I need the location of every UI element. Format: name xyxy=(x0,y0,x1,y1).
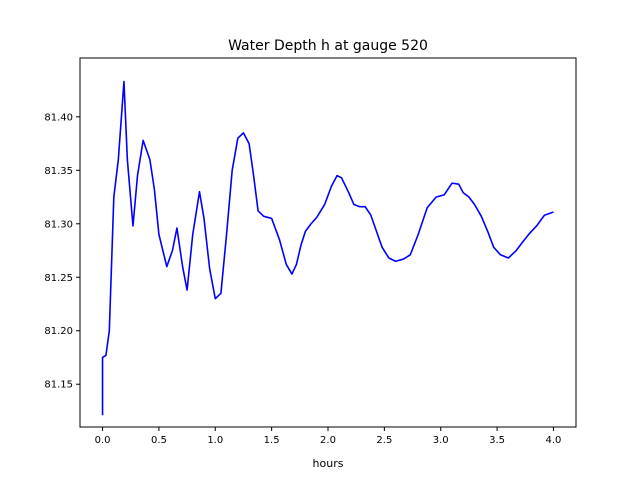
x-tick-label: 2.5 xyxy=(376,435,392,446)
x-tick-label: 3.5 xyxy=(489,435,505,446)
chart-title: Water Depth h at gauge 520 xyxy=(228,38,428,54)
x-axis-title: hours xyxy=(313,457,344,470)
x-tick-label: 4.0 xyxy=(546,435,562,446)
x-tick-label: 1.0 xyxy=(207,435,223,446)
y-tick-label: 81.35 xyxy=(44,166,73,177)
x-tick-label: 0.5 xyxy=(151,435,167,446)
y-tick-label: 81.40 xyxy=(44,112,73,123)
y-tick-label: 81.25 xyxy=(44,273,73,284)
x-tick-label: 1.5 xyxy=(264,435,280,446)
y-tick-label: 81.15 xyxy=(44,380,73,391)
y-tick-label: 81.30 xyxy=(44,219,73,230)
x-tick-label: 0.0 xyxy=(95,435,111,446)
series-line-0 xyxy=(101,80,554,416)
x-tick-label: 3.0 xyxy=(433,435,449,446)
y-tick-label: 81.20 xyxy=(44,326,73,337)
x-tick-label: 2.0 xyxy=(320,435,336,446)
plot-area: 0.0 0.5 1.0 1.5 2.0 2.5 3.0 3.5 4.0 81.15 81.20 81.… xyxy=(44,57,577,446)
